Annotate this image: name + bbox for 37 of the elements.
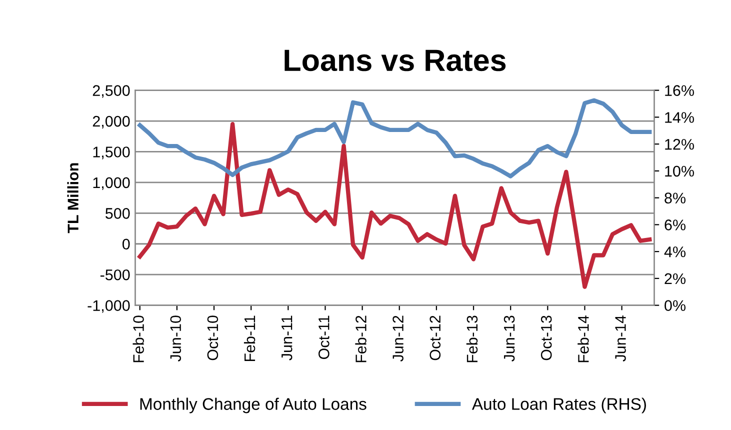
x-tick-label: Feb-13 [466,316,478,362]
y-tick-label: 0 [122,238,130,250]
y-tick-label: 2,500 [92,85,130,98]
y-tick-label: 1,500 [93,146,130,160]
y-tick-label: 500 [105,208,130,219]
x-tick-label: Jun-14 [615,315,626,362]
chart-title: Loans vs Rates [284,50,506,72]
y2-tick-label: 10% [665,166,694,177]
x-tick-label: Feb-10 [132,316,144,362]
y-tick-label: 1,000 [93,177,130,190]
y2-tick-label: 12% [665,138,694,150]
x-tick-label: Oct-13 [540,316,552,360]
x-tick-label: Oct-11 [318,316,330,360]
x-tick-label: Jun-11 [282,316,292,360]
y-axis-title: TL Million [67,163,78,234]
y2-tick-label: 14% [665,112,694,123]
line-series [138,122,652,289]
y2-tick-label: 6% [664,220,686,230]
y2-tick-label: 4% [664,246,686,258]
y-tick-label: 2,000 [92,116,130,129]
y2-tick-label: 16% [665,85,694,96]
legend-label: Auto Loan Rates (RHS) [472,398,646,414]
y2-tick-label: 0% [664,300,686,311]
y-tick-label: -500 [100,269,130,280]
x-tick-label: Feb-14 [578,315,589,362]
x-tick-label: Oct-12 [430,316,441,360]
y-tick-label: -1,000 [88,300,130,313]
line-series [138,98,652,178]
x-tick-label: Feb-12 [355,316,366,362]
legend-label: Monthly Change of Auto Loans [140,398,366,414]
x-tick-label: Feb-11 [244,316,256,362]
x-tick-label: Jun-12 [392,316,404,362]
y2-tick-label: 2% [664,273,686,284]
x-tick-label: Jun-13 [504,316,515,362]
x-tick-label: Jun-10 [170,316,182,362]
x-tick-label: Oct-10 [207,316,218,360]
y2-tick-label: 8% [664,192,686,204]
